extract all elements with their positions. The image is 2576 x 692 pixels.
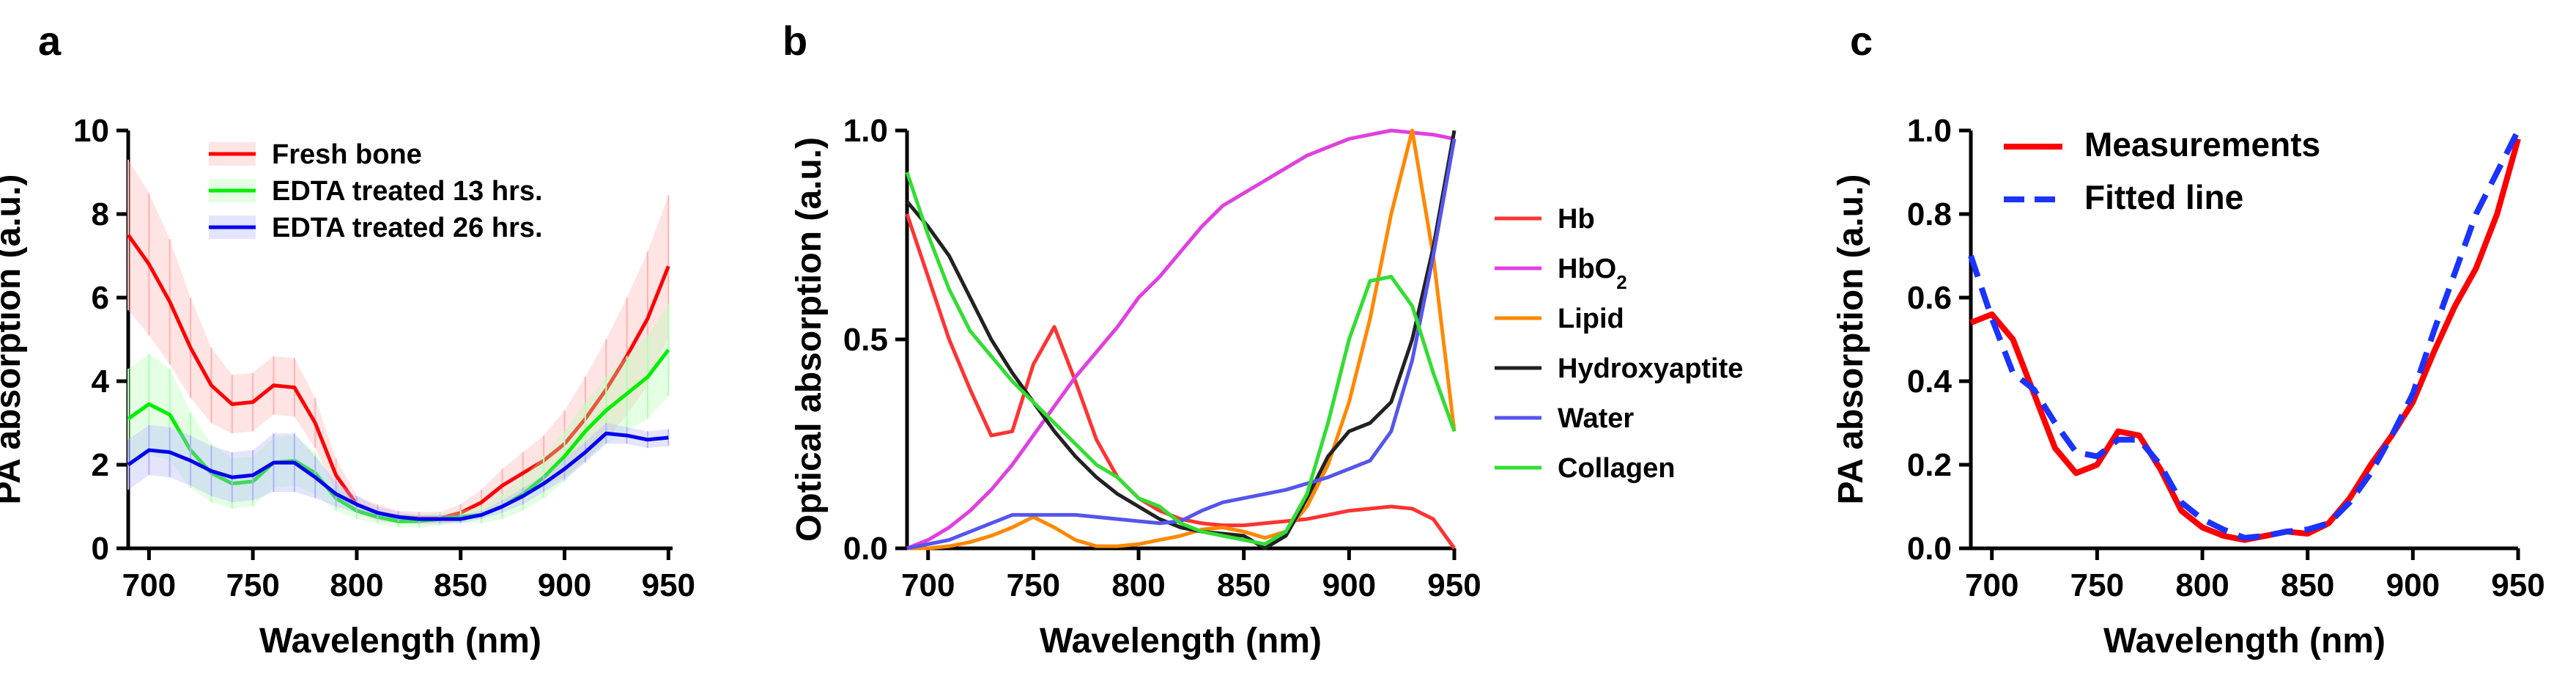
panel-letter-b: b xyxy=(782,18,807,64)
y-axis-label: PA absorption (a.u.) xyxy=(1832,174,1870,505)
x-tick-label: 850 xyxy=(2281,567,2334,603)
y-tick-label: 0.2 xyxy=(1907,447,1952,483)
y-tick-label: 0.6 xyxy=(1907,280,1952,316)
x-tick-label: 950 xyxy=(2491,567,2544,603)
y-tick-label: 0.5 xyxy=(843,322,888,358)
chart-panel-b: 700 750 800 850 900 950 0.0 0.5 1.0 Wavelength (n… xyxy=(790,113,1743,660)
y-tick-label: 10 xyxy=(73,113,109,149)
y-axis-label: PA absorption (a.u.) xyxy=(0,174,28,505)
x-tick-label: 750 xyxy=(1007,567,1060,603)
series-line-water xyxy=(906,138,1457,551)
x-tick-label: 900 xyxy=(1322,567,1376,603)
legend-label: Measurements xyxy=(2084,125,2320,163)
chart-panel-c: 700 750 800 850 900 950 0.0 0.2 0.4 0.6 0.8 1.0 Wave… xyxy=(1832,113,2545,660)
y-tick-label: 0.0 xyxy=(1907,531,1952,567)
legend-label: Lipid xyxy=(1558,303,1624,334)
series-line-collagen xyxy=(905,172,1457,546)
x-tick-label: 750 xyxy=(226,567,279,603)
legend-label: Fresh bone xyxy=(272,139,422,170)
x-tick-label: 800 xyxy=(330,567,383,603)
x-tick-label: 950 xyxy=(1427,567,1481,603)
legend-label: Hb xyxy=(1558,204,1595,235)
y-axis-label: Optical absorption (a.u.) xyxy=(790,137,829,542)
x-tick-label: 900 xyxy=(538,567,591,603)
legend-label: HbO2 xyxy=(1558,254,1627,293)
legend-label: EDTA treated 26 hrs. xyxy=(272,213,543,243)
x-tick-label: 950 xyxy=(642,567,695,603)
x-axis-label: Wavelength (nm) xyxy=(259,622,541,660)
error-band xyxy=(128,423,669,523)
y-tick-label: 0.0 xyxy=(843,531,888,567)
legend-label: EDTA treated 13 hrs. xyxy=(272,176,543,207)
x-axis-label: Wavelength (nm) xyxy=(1040,622,1322,660)
x-tick-label: 800 xyxy=(1111,567,1165,603)
y-tick-label: 6 xyxy=(92,280,109,316)
y-tick-label: 1.0 xyxy=(1907,113,1952,149)
y-tick-label: 4 xyxy=(92,364,110,400)
y-tick-label: 0.8 xyxy=(1907,196,1952,232)
x-tick-label: 700 xyxy=(901,567,955,603)
panel-letter-a: a xyxy=(38,18,62,64)
x-tick-label: 800 xyxy=(2175,567,2229,603)
y-tick-label: 2 xyxy=(92,447,109,483)
y-tick-label: 0 xyxy=(92,531,109,567)
x-tick-label: 850 xyxy=(1217,567,1270,603)
series-line-edta-treated-26-hrs- xyxy=(127,431,669,521)
x-tick-label: 750 xyxy=(2070,567,2124,603)
x-tick-label: 700 xyxy=(122,567,176,603)
y-tick-label: 8 xyxy=(92,196,109,232)
x-tick-label: 900 xyxy=(2386,567,2440,603)
panel-letter-c: c xyxy=(1850,18,1873,64)
legend-label: Collagen xyxy=(1558,453,1675,484)
x-axis-label: Wavelength (nm) xyxy=(2103,622,2386,660)
legend-label: Fitted line xyxy=(2084,178,2243,216)
series-line-fitted-line xyxy=(1968,129,2521,541)
y-tick-label: 1.0 xyxy=(843,113,888,149)
x-tick-label: 700 xyxy=(1965,567,2018,603)
y-tick-label: 0.4 xyxy=(1907,364,1953,400)
series-line-hb xyxy=(905,213,1457,550)
series-line-lipid xyxy=(907,128,1457,551)
x-tick-label: 850 xyxy=(434,567,487,603)
series-line-hydroxyaptite xyxy=(906,130,1457,551)
legend-label: Hydroxyaptite xyxy=(1558,353,1743,384)
legend-label: Water xyxy=(1558,403,1634,434)
chart-panel-a: 700 750 800 850 900 950 0 2 4 6 8 10 Wavelength (nm)… xyxy=(0,113,695,660)
series-line-hbo2 xyxy=(906,128,1455,551)
